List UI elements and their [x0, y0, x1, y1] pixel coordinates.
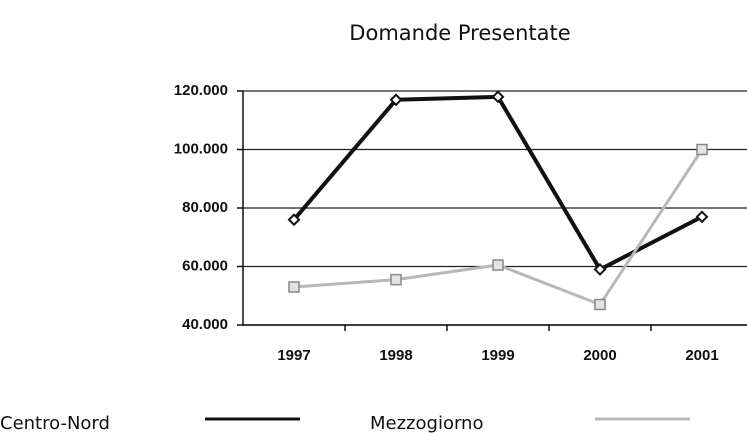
marker	[593, 263, 607, 276]
marker	[491, 90, 505, 104]
marker	[594, 298, 606, 311]
series-line	[293, 148, 704, 307]
y-tick-label: 100.000	[174, 140, 228, 157]
x-tick-label: 1998	[379, 347, 412, 364]
legend-label: Mezzogiorno	[370, 413, 483, 433]
chart-title: Domande Presentate	[349, 21, 570, 45]
x-tick-label: 1999	[481, 347, 514, 364]
marker	[695, 210, 709, 224]
y-tick-label: 120.000	[174, 82, 228, 99]
y-tick-label: 60.000	[182, 257, 228, 274]
y-tick-label: 40.000	[182, 316, 228, 333]
x-tick-label: 2001	[685, 347, 718, 364]
marker	[696, 143, 708, 156]
marker	[390, 273, 402, 286]
marker	[492, 259, 504, 271]
x-tick-label: 2000	[583, 347, 616, 364]
y-tick-label: 80.000	[182, 199, 228, 216]
marker	[288, 281, 300, 293]
marker	[389, 93, 403, 107]
x-tick-label: 1997	[277, 347, 310, 364]
marker	[287, 213, 301, 227]
legend-label: Centro-Nord	[0, 413, 110, 433]
